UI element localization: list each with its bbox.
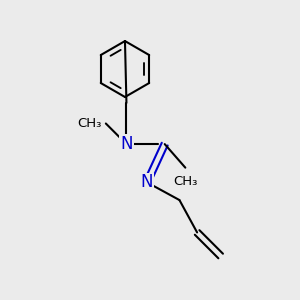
Text: N: N — [141, 173, 153, 191]
Text: N: N — [120, 135, 133, 153]
Text: CH₃: CH₃ — [77, 117, 101, 130]
Text: CH₃: CH₃ — [173, 175, 197, 188]
